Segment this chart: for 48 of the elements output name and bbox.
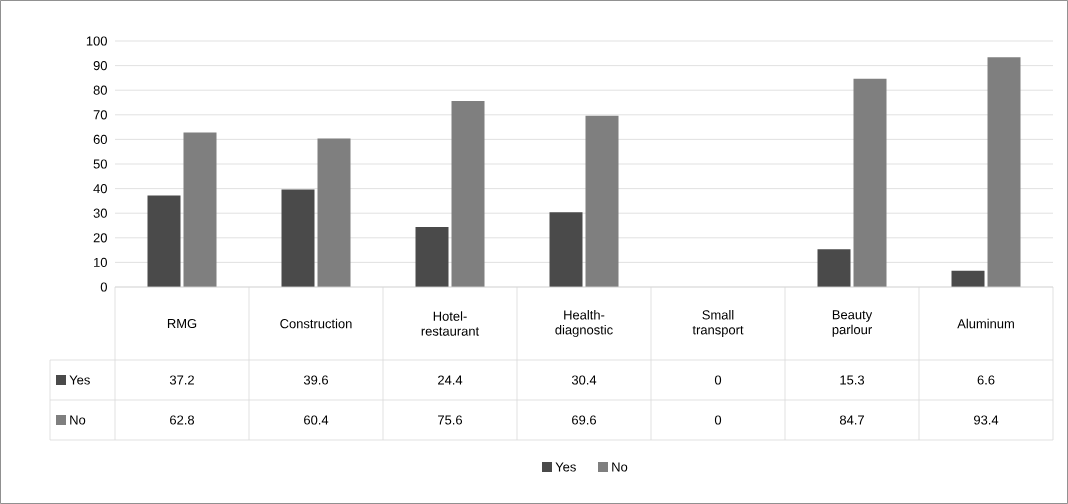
data-label: 37.2 — [169, 375, 194, 385]
data-label: 75.6 — [438, 415, 463, 425]
x-tick-label: Hotel-restaurant — [421, 311, 480, 336]
bar — [317, 138, 351, 287]
y-tick-label: 30 — [93, 208, 107, 218]
y-tick-label: 90 — [93, 61, 107, 71]
data-label: 60.4 — [304, 415, 329, 425]
data-label: 24.4 — [438, 375, 463, 385]
y-tick-label: 0 — [100, 282, 107, 292]
data-label: 6.6 — [977, 375, 995, 385]
data-label: 69.6 — [572, 415, 597, 425]
bar — [951, 270, 985, 287]
bar — [415, 226, 449, 287]
y-tick-label: 10 — [94, 257, 107, 267]
bar — [281, 189, 315, 287]
bar — [183, 132, 217, 287]
y-tick-label: 20 — [93, 233, 107, 243]
text: Yes — [555, 462, 576, 472]
bar — [585, 115, 619, 287]
x-tick-label: Aluminum — [957, 318, 1014, 329]
x-tick-label: Health-diagnostic — [555, 309, 613, 338]
data-label: 30.4 — [571, 375, 597, 385]
x-tick-label: RMG — [167, 318, 197, 329]
data-label: 62.8 — [170, 415, 195, 425]
bar — [147, 195, 181, 287]
legend-label: No — [70, 415, 86, 425]
y-tick-label: 50 — [93, 159, 107, 169]
legend-label: Yes — [69, 375, 90, 385]
bar — [549, 212, 583, 287]
bar — [451, 101, 485, 287]
x-tick-label: Small transport — [692, 309, 744, 338]
data-label: 0 — [714, 415, 722, 425]
data-label: 93.4 — [974, 415, 999, 425]
data-label: 15.3 — [840, 375, 865, 385]
x-tick-label: Beauty parlour — [832, 310, 873, 337]
y-tick-label: 100 — [86, 36, 107, 46]
x-tick-label: Construction — [280, 318, 352, 329]
bar — [817, 249, 851, 287]
data-label: 39.6 — [303, 375, 329, 385]
data-label: 84.7 — [839, 415, 864, 425]
data-label: 0 — [714, 375, 722, 385]
y-tick-label: 70 — [93, 110, 107, 120]
y-tick-label: 40 — [93, 184, 107, 194]
y-tick-label: 60 — [93, 134, 107, 144]
y-tick-label: 80 — [93, 85, 107, 95]
bar — [853, 78, 887, 287]
text: No — [612, 462, 628, 472]
bar — [987, 57, 1021, 287]
